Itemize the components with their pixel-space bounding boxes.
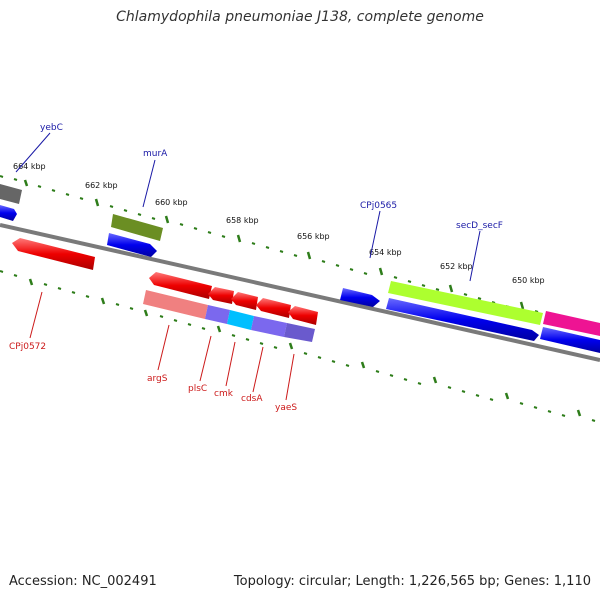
gene-label: cmk: [214, 389, 234, 399]
gene-feature[interactable]: [227, 310, 254, 330]
ruler-label: 652 kbp: [440, 262, 473, 271]
gene-label: murA: [143, 149, 168, 159]
gene-feature[interactable]: [0, 205, 17, 221]
gene-label: argS: [147, 374, 168, 384]
inner-ruler: [0, 270, 596, 422]
genome-backbone: [0, 223, 600, 362]
gene-feature[interactable]: [205, 305, 230, 324]
gene-feature[interactable]: [231, 292, 258, 310]
gene-label: cdsA: [241, 394, 263, 404]
gene-feature[interactable]: [340, 288, 380, 307]
gene-feature[interactable]: [288, 306, 318, 325]
ruler-label: 658 kbp: [226, 216, 259, 225]
gene-label: plsC: [188, 384, 207, 394]
gene-feature[interactable]: [12, 238, 95, 270]
gene-label: yaeS: [275, 403, 297, 413]
ruler-label: 660 kbp: [155, 198, 188, 207]
gene-feature[interactable]: [386, 298, 539, 341]
ruler-label: 650 kbp: [512, 276, 545, 285]
gene-feature[interactable]: [256, 298, 291, 318]
ruler-label: 656 kbp: [297, 232, 330, 241]
gene-feature[interactable]: [543, 311, 600, 336]
ruler-label: 664 kbp: [13, 162, 46, 171]
gene-label: secD_secF: [456, 221, 503, 231]
gene-feature[interactable]: [388, 281, 543, 325]
gene-feature[interactable]: [111, 214, 163, 241]
gene-label: CPj0565: [360, 201, 397, 211]
gene-feature[interactable]: [208, 287, 234, 304]
gene-feature[interactable]: [143, 290, 208, 319]
gene-label: CPj0572: [9, 342, 46, 352]
gene-feature[interactable]: [149, 272, 212, 299]
accession-text: Accession: NC_002491: [9, 574, 157, 589]
gene-feature[interactable]: [284, 323, 315, 342]
gene-feature[interactable]: [0, 184, 22, 204]
map-title: Chlamydophila pneumoniae J138, complete …: [116, 9, 484, 25]
gene-feature[interactable]: [540, 327, 600, 353]
ruler-label: 662 kbp: [85, 181, 118, 190]
genome-summary-text: Topology: circular; Length: 1,226,565 bp…: [233, 574, 591, 589]
ruler-label: 654 kbp: [369, 248, 402, 257]
gene-label: yebC: [40, 123, 63, 133]
gene-feature[interactable]: [107, 233, 157, 257]
gene-feature[interactable]: [251, 316, 287, 337]
